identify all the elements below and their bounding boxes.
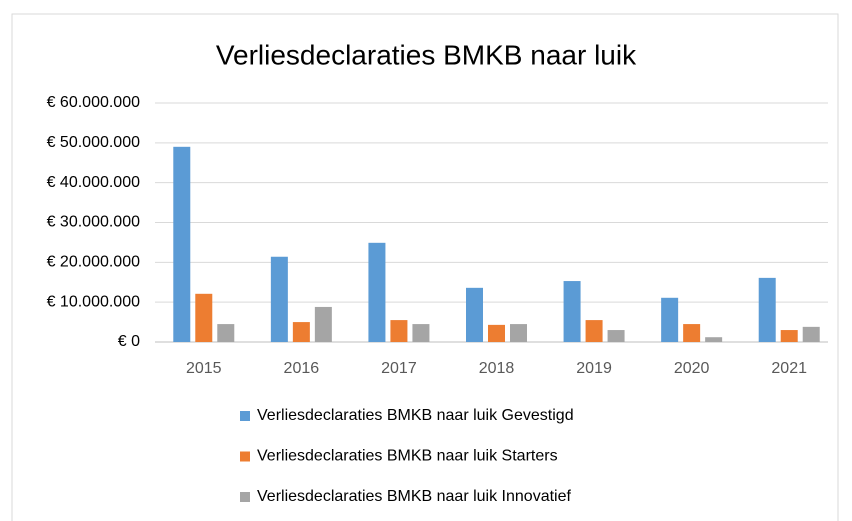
bar bbox=[466, 287, 483, 342]
bar bbox=[563, 281, 581, 342]
y-tick-label: € 40.000.000 bbox=[47, 174, 141, 191]
bar bbox=[195, 293, 213, 342]
x-tick-label: 2016 bbox=[284, 360, 320, 377]
y-tick-label: € 50.000.000 bbox=[47, 134, 141, 151]
legend-swatch bbox=[240, 411, 250, 421]
legend-label: Verliesdeclaraties BMKB naar luik Innova… bbox=[257, 488, 571, 505]
bar bbox=[758, 277, 776, 342]
bar bbox=[683, 324, 701, 342]
bar bbox=[270, 256, 288, 342]
legend-swatch bbox=[240, 451, 250, 462]
bar bbox=[510, 324, 527, 342]
bar bbox=[488, 324, 505, 342]
chart-title: Verliesdeclaraties BMKB naar luik bbox=[216, 39, 637, 70]
bar bbox=[705, 337, 723, 342]
bar bbox=[585, 320, 603, 342]
legend-label: Verliesdeclaraties BMKB naar luik Gevest… bbox=[257, 407, 574, 424]
bar bbox=[802, 326, 820, 342]
y-tick-label: € 10.000.000 bbox=[47, 293, 141, 310]
bar bbox=[173, 146, 191, 342]
x-tick-label: 2015 bbox=[186, 360, 222, 377]
bar bbox=[390, 320, 408, 342]
bar bbox=[661, 297, 679, 342]
chart-frame bbox=[11, 13, 839, 521]
bar bbox=[607, 330, 625, 342]
x-tick-label: 2017 bbox=[381, 360, 417, 377]
y-tick-label: € 0 bbox=[118, 333, 140, 350]
x-tick-label: 2021 bbox=[771, 360, 807, 377]
bar bbox=[412, 324, 430, 342]
x-tick-label: 2020 bbox=[674, 360, 710, 377]
bar bbox=[780, 330, 798, 342]
x-tick-label: 2019 bbox=[576, 360, 612, 377]
y-tick-label: € 60.000.000 bbox=[47, 94, 141, 111]
y-tick-label: € 20.000.000 bbox=[47, 254, 141, 271]
legend-label: Verliesdeclaraties BMKB naar luik Starte… bbox=[257, 448, 558, 465]
bar bbox=[292, 322, 310, 342]
x-tick-label: 2018 bbox=[479, 360, 515, 377]
bar bbox=[217, 324, 235, 342]
bar bbox=[314, 306, 332, 342]
y-tick-label: € 30.000.000 bbox=[47, 214, 141, 231]
legend-swatch bbox=[240, 492, 250, 502]
bar bbox=[368, 242, 386, 342]
